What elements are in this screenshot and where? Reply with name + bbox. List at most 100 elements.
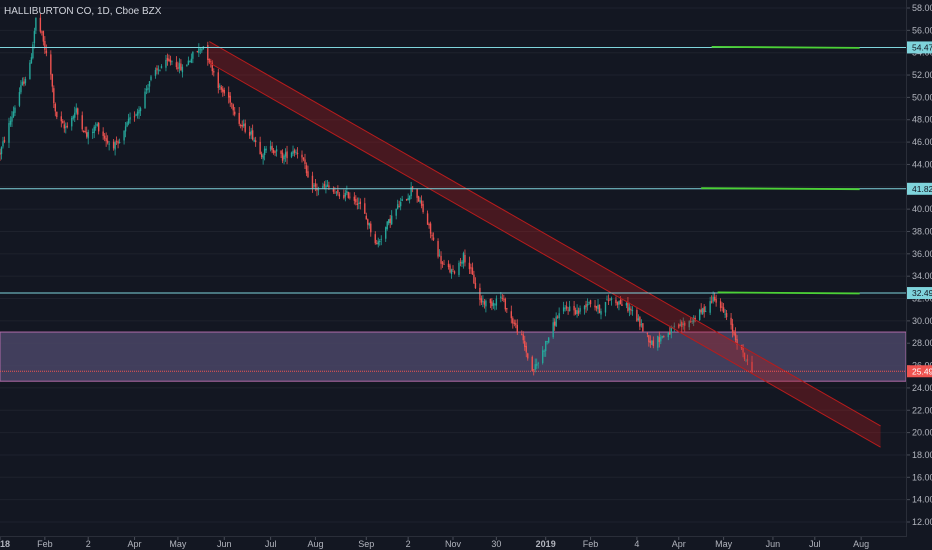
time-tick-label: 4 xyxy=(634,539,639,549)
candle-body xyxy=(615,299,617,303)
candle-body xyxy=(180,63,182,71)
candle-body xyxy=(416,188,418,198)
candle-body xyxy=(241,125,243,127)
candle-body xyxy=(417,196,420,202)
last-price-label: 25.49 xyxy=(912,366,932,376)
candle-body xyxy=(410,187,412,197)
candle-body xyxy=(600,311,602,315)
candle-body xyxy=(386,221,388,229)
candle-body xyxy=(462,253,465,264)
candle-body xyxy=(250,130,252,135)
candle-body xyxy=(240,124,242,126)
candle-body xyxy=(556,316,559,318)
candle-body xyxy=(678,324,680,328)
candle-body xyxy=(441,262,444,264)
candle-body xyxy=(712,296,714,302)
candle-body xyxy=(537,362,539,364)
candle-body xyxy=(317,189,320,191)
candle-body xyxy=(94,126,97,128)
candle-body xyxy=(198,48,200,53)
candle-body xyxy=(129,117,131,120)
candle-body xyxy=(447,263,450,268)
candle-body xyxy=(12,111,15,118)
time-tick-label: Jun xyxy=(766,539,781,549)
green-markers[interactable] xyxy=(701,45,860,295)
candle-body xyxy=(443,264,445,265)
candle-body xyxy=(262,155,264,159)
time-tick-label: Jul xyxy=(809,539,821,549)
candle-body xyxy=(263,148,266,155)
candle-body xyxy=(597,304,599,310)
candle-body xyxy=(271,145,273,151)
candle-body xyxy=(242,124,245,126)
candle-body xyxy=(251,130,254,140)
candle-body xyxy=(420,200,423,206)
candle-body xyxy=(609,299,611,301)
price-axis-panel[interactable] xyxy=(907,0,932,550)
candle-body xyxy=(524,340,526,348)
candle-body xyxy=(74,112,76,118)
candle-body xyxy=(722,307,725,313)
candle-body xyxy=(604,301,607,313)
price-tick-label: 36.00 xyxy=(912,249,932,259)
support-zone-rect[interactable] xyxy=(0,331,907,382)
green-marker-line[interactable] xyxy=(701,187,860,191)
channel-fill xyxy=(209,41,881,448)
candle-body xyxy=(24,79,27,84)
green-marker-line[interactable] xyxy=(711,45,860,49)
candle-body xyxy=(585,304,587,308)
candle-body xyxy=(337,190,339,194)
candle-body xyxy=(175,62,178,68)
candle-body xyxy=(284,152,287,157)
candle-body xyxy=(42,30,45,42)
downtrend-channel[interactable] xyxy=(209,41,881,448)
candle-body xyxy=(344,193,347,197)
candle-body xyxy=(166,58,169,61)
candle-body xyxy=(452,268,454,270)
candle-body xyxy=(663,336,665,337)
candle-body xyxy=(651,340,653,345)
channel-lower-line[interactable] xyxy=(209,62,881,448)
candle-body xyxy=(395,208,397,216)
green-marker-line[interactable] xyxy=(717,291,860,295)
time-axis[interactable]: 2018 Feb 2 Apr May Jun Jul Aug Sep 2 Nov 30 2019 Feb 4… xyxy=(0,537,869,549)
candle-body xyxy=(669,332,671,335)
candle-body xyxy=(473,274,475,284)
price-tick-label: 18.00 xyxy=(912,450,932,460)
candle-body xyxy=(248,132,251,136)
candle-body xyxy=(118,142,121,144)
candle-body xyxy=(379,240,381,243)
candle-body xyxy=(595,306,598,309)
candle-body xyxy=(280,150,282,154)
candlesticks xyxy=(0,13,753,376)
candle-body xyxy=(461,261,463,264)
candle-body xyxy=(302,157,305,160)
time-tick-label: Aug xyxy=(307,539,323,549)
candle-body xyxy=(407,197,409,201)
candle-body xyxy=(220,86,222,90)
candle-body xyxy=(124,126,127,132)
candle-body xyxy=(35,17,37,31)
channel-upper-line[interactable] xyxy=(209,41,881,427)
candle-body xyxy=(389,218,391,224)
time-tick-label: May xyxy=(169,539,187,549)
candle-body xyxy=(701,308,704,314)
candle-body xyxy=(657,335,659,348)
candle-body xyxy=(618,301,620,305)
candle-body xyxy=(353,196,356,201)
last-price-badge xyxy=(907,365,932,378)
candle-body xyxy=(506,308,508,310)
candle-body xyxy=(589,300,592,305)
candle-body xyxy=(114,142,116,150)
candle-body xyxy=(636,310,638,322)
candle-body xyxy=(594,305,596,308)
price-tick-label: 28.00 xyxy=(912,338,932,348)
candle-body xyxy=(543,350,545,352)
candle-body xyxy=(169,59,172,63)
price-tick-label: 22.00 xyxy=(912,405,932,415)
candle-body xyxy=(139,108,142,112)
candle-body xyxy=(555,316,557,327)
candle-body xyxy=(210,61,212,62)
candle-body xyxy=(673,325,675,327)
